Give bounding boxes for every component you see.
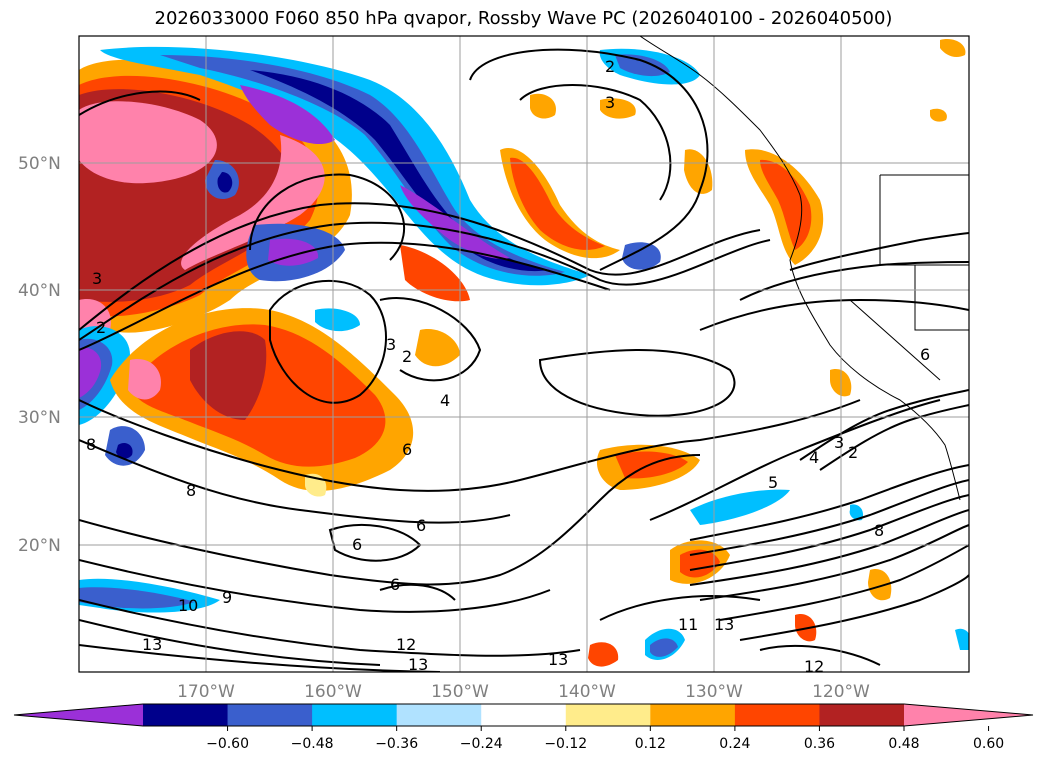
lat-label: 40°N xyxy=(18,281,61,301)
colorbar-segment xyxy=(396,704,482,726)
lon-label: 130°W xyxy=(685,682,743,702)
contour-label: 13 xyxy=(714,615,734,634)
map-plot-area: 2 3 3 2 4 6 8 6 6 6 10 9 13 12 13 13 11 … xyxy=(79,36,969,676)
colorbar-tick-label: −0.48 xyxy=(291,736,334,752)
lat-label: 20°N xyxy=(18,536,61,556)
contour-label: 6 xyxy=(352,535,362,554)
contour-label: 9 xyxy=(222,588,232,607)
colorbar-tick-label: −0.24 xyxy=(460,736,503,752)
colorbar-tick-label: 0.60 xyxy=(973,736,1004,752)
contour-label: 4 xyxy=(809,448,819,467)
latitude-labels: 50°N 40°N 30°N 20°N xyxy=(18,154,61,556)
coastline xyxy=(639,36,969,501)
lon-label: 120°W xyxy=(812,682,870,702)
contour-label: 8 xyxy=(86,435,96,454)
contour-label: 6 xyxy=(920,345,930,364)
contour-label: 12 xyxy=(396,635,416,654)
contour-label: 3 xyxy=(92,269,102,288)
contour-label: 4 xyxy=(440,391,450,410)
contour-label: 10 xyxy=(178,596,198,615)
contour-label: 5 xyxy=(768,473,778,492)
lat-label: 50°N xyxy=(18,154,61,174)
rossby-wave-contours xyxy=(79,48,969,672)
colorbar-segment xyxy=(481,704,567,726)
colorbar-segment xyxy=(227,704,313,726)
contour-label: 6 xyxy=(402,440,412,459)
contour-labels: 2 3 3 2 4 6 8 6 6 6 10 9 13 12 13 13 11 … xyxy=(86,57,930,676)
contour-label: 3 xyxy=(386,335,396,354)
colorbar-tick-label: 0.48 xyxy=(888,736,919,752)
colorbar-outline xyxy=(13,703,1034,727)
longitude-labels: 170°W 160°W 150°W 140°W 130°W 120°W xyxy=(177,682,870,702)
colorbar-segment xyxy=(143,704,229,726)
contour-label: 8 xyxy=(186,481,196,500)
colorbar-tick-label: 0.12 xyxy=(635,736,666,752)
lon-label: 160°W xyxy=(304,682,362,702)
graticule xyxy=(79,36,969,672)
contour-label: 13 xyxy=(548,650,568,669)
contour-label: 6 xyxy=(390,575,400,594)
colorbar-segment xyxy=(650,704,736,726)
contour-label: 13 xyxy=(408,655,428,674)
lon-label: 150°W xyxy=(431,682,489,702)
contour-label: 3 xyxy=(605,93,615,112)
contour-label: 3 xyxy=(834,433,844,452)
colorbar-segment xyxy=(734,704,820,726)
lon-label: 140°W xyxy=(558,682,616,702)
colorbar-tick-label: 0.36 xyxy=(804,736,835,752)
contour-label: 8 xyxy=(874,521,884,540)
colorbar-extend-left xyxy=(14,704,143,726)
colorbar: −0.60 −0.48 −0.36 −0.24 −0.12 0.12 0.24 0.36 0.4… xyxy=(13,703,1034,752)
contour-label: 2 xyxy=(96,318,106,337)
contour-label: 2 xyxy=(605,57,615,76)
colorbar-segment xyxy=(565,704,651,726)
colorbar-tick-label: 0.24 xyxy=(719,736,750,752)
colorbar-segment xyxy=(312,704,398,726)
colorbar-tick-label: −0.12 xyxy=(544,736,587,752)
map-title: 2026033000 F060 850 hPa qvapor, Rossby W… xyxy=(154,8,893,29)
contour-label: 6 xyxy=(416,516,426,535)
contour-label: 11 xyxy=(678,615,698,634)
colorbar-extend-right xyxy=(904,704,1033,726)
lat-label: 30°N xyxy=(18,408,61,428)
colorbar-tick-label: −0.60 xyxy=(206,736,249,752)
lon-label: 170°W xyxy=(177,682,235,702)
contour-label: 13 xyxy=(142,635,162,654)
contour-label: 2 xyxy=(848,443,858,462)
colorbar-segment xyxy=(819,704,905,726)
map-frame xyxy=(78,35,970,673)
colorbar-tick-label: −0.36 xyxy=(375,736,418,752)
contour-label: 2 xyxy=(402,347,412,366)
contour-label: 12 xyxy=(804,657,824,676)
